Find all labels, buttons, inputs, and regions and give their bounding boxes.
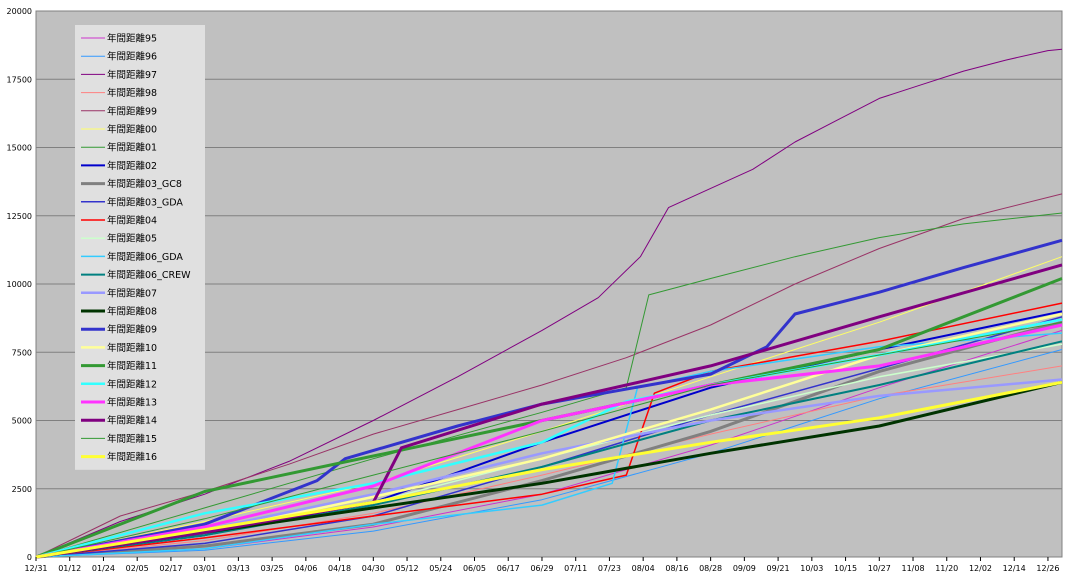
- legend-label: 年間距離14: [107, 415, 157, 427]
- series-lines: [35, 48, 1063, 559]
- y-tick-label: 5000: [12, 417, 32, 426]
- x-tick-label: 10/03: [800, 564, 823, 573]
- legend-label: 年間距離08: [107, 306, 157, 318]
- x-tick-label: 03/01: [193, 564, 216, 573]
- legend-label: 年間距離15: [107, 433, 157, 445]
- x-tick-label: 09/21: [767, 564, 790, 573]
- series-line-12: [35, 332, 1063, 558]
- x-tick-label: 08/04: [632, 564, 655, 573]
- series-line-21: [35, 263, 1063, 559]
- x-tick-label: 12/31: [24, 564, 47, 573]
- legend-label: 年間距離95: [107, 33, 157, 45]
- axes: 0 2500 5000 7500 10000 12500 15000 17500 20000 12…: [7, 7, 1060, 573]
- x-tick-label: 07/23: [598, 564, 621, 573]
- legend-label: 年間距離02: [107, 160, 157, 172]
- legend-label: 年間距離12: [107, 378, 157, 390]
- x-tick-label: 02/05: [126, 564, 149, 573]
- x-tick-label: 04/06: [294, 564, 317, 573]
- series-line-1: [35, 349, 1063, 558]
- legend-label: 年間距離96: [107, 51, 157, 63]
- x-tick-label: 04/30: [362, 564, 385, 573]
- legend-label: 年間距離99: [107, 105, 157, 117]
- grid-lines: [36, 78, 1062, 490]
- legend-label: 年間距離13: [107, 397, 157, 409]
- series-line-13: [35, 340, 1063, 558]
- legend-label: 年間距離06_CREW: [107, 269, 191, 281]
- x-tick-label: 11/20: [935, 564, 958, 573]
- x-tick-label: 03/13: [227, 564, 250, 573]
- series-line-6: [35, 212, 1063, 558]
- x-tick-label: 10/27: [868, 564, 891, 573]
- x-tick-label: 04/18: [328, 564, 351, 573]
- series-line-22: [35, 321, 1063, 558]
- legend-box: [75, 25, 205, 470]
- x-tick-label: 05/12: [396, 564, 419, 573]
- x-tick-label: 08/28: [699, 564, 722, 573]
- x-tick-label: 12/26: [1036, 564, 1059, 573]
- series-line-10: [35, 302, 1063, 558]
- x-tick-label: 12/14: [1003, 564, 1026, 573]
- series-line-16: [35, 238, 1063, 559]
- series-line-23: [35, 380, 1063, 559]
- legend-label: 年間距離04: [107, 215, 157, 227]
- legend-label: 年間距離97: [107, 69, 157, 81]
- legend-label: 年間距離05: [107, 233, 157, 245]
- x-tick-label: 05/24: [429, 564, 452, 573]
- y-tick-label: 17500: [7, 75, 32, 84]
- legend: 年間距離95 年間距離96 年間距離97 年間距離98 年間距離99 年間距離00 年間距離…: [75, 25, 205, 470]
- x-tick-label: 10/15: [834, 564, 857, 573]
- x-tick-label: 06/05: [463, 564, 486, 573]
- legend-label: 年間距離03_GDA: [107, 196, 183, 208]
- series-line-20: [35, 323, 1063, 559]
- legend-label: 年間距離01: [107, 142, 157, 154]
- x-tick-label: 08/16: [665, 564, 688, 573]
- legend-label: 年間距離09: [107, 324, 157, 336]
- y-tick-label: 20000: [7, 7, 32, 16]
- series-line-2: [35, 48, 1063, 558]
- x-tick-label: 12/02: [969, 564, 992, 573]
- y-tick-label: 10000: [7, 280, 32, 289]
- legend-label: 年間距離98: [107, 87, 157, 99]
- y-tick-label: 0: [27, 553, 32, 562]
- legend-label: 年間距離00: [107, 124, 157, 136]
- legend-label: 年間距離10: [107, 342, 157, 354]
- y-tick-label: 12500: [7, 212, 32, 221]
- y-tick-label: 7500: [12, 348, 32, 357]
- x-tick-label: 02/17: [159, 564, 182, 573]
- x-tick-label: 06/29: [530, 564, 553, 573]
- y-tick-label: 15000: [7, 144, 32, 153]
- y-tick-label: 2500: [12, 485, 32, 494]
- legend-label: 年間距離07: [107, 287, 157, 299]
- legend-label: 年間距離03_GC8: [107, 178, 182, 190]
- x-tick-label: 09/09: [733, 564, 756, 573]
- legend-label: 年間距離11: [107, 360, 157, 372]
- x-tick-label: 03/25: [261, 564, 284, 573]
- x-tick-label: 06/17: [497, 564, 520, 573]
- series-line-8: [35, 320, 1063, 559]
- x-tick-label: 07/11: [564, 564, 587, 573]
- legend-label: 年間距離06_GDA: [107, 251, 183, 263]
- x-tick-label: 11/08: [901, 564, 924, 573]
- x-tick-label: 01/24: [92, 564, 115, 573]
- legend-label: 年間距離16: [107, 451, 157, 463]
- x-tick-label: 01/12: [58, 564, 81, 573]
